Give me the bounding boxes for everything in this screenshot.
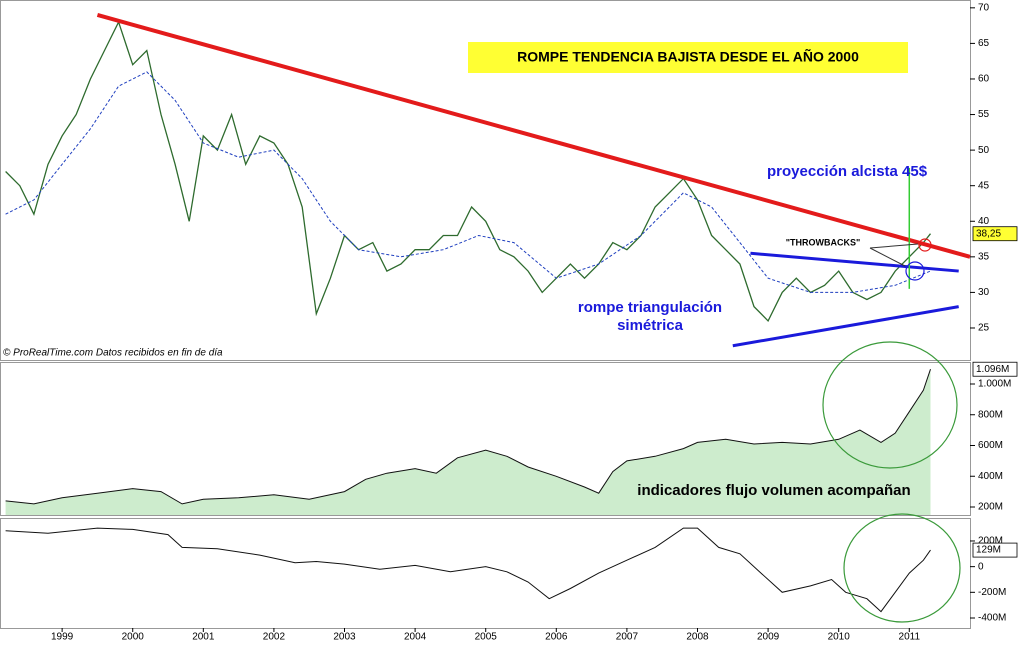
y-tick-label: 0	[978, 561, 984, 572]
y-tick-label: 30	[978, 287, 990, 298]
last-value-box	[972, 361, 1018, 377]
y-tick-label: -200M	[978, 587, 1006, 598]
annotation: rompe triangulación	[578, 299, 722, 316]
source-note: © ProRealTime.com Datos recibidos en fin…	[3, 348, 223, 359]
last-value-label: 1.096M	[976, 364, 1009, 375]
x-tick-label: 2006	[545, 632, 568, 643]
last-value-box	[972, 226, 1018, 242]
y-tick-label: 1.000M	[978, 379, 1011, 390]
y-tick-label: 400M	[978, 471, 1003, 482]
price-line	[5, 20, 932, 323]
last-value-box	[972, 542, 1018, 558]
flow-area	[5, 369, 931, 515]
x-tick-label: 2007	[616, 632, 639, 643]
x-tick-label: 2004	[404, 632, 427, 643]
y-tick-label: 55	[978, 109, 990, 120]
annotation: proyección alcista 45$	[767, 163, 928, 180]
highlight-circle	[843, 513, 961, 623]
annotation: simétrica	[617, 317, 684, 334]
annotation-arrow	[869, 247, 906, 267]
last-value-label: 38,25	[976, 228, 1001, 239]
x-tick-label: 2005	[475, 632, 498, 643]
panel-frame	[0, 0, 971, 361]
throwback-circle	[905, 261, 925, 281]
x-tick-label: 2000	[122, 632, 145, 643]
last-value-label: 129M	[976, 545, 1001, 556]
plot-layer: 25 30 35 40 45 50 55 60 65 70 proyección alcista 4…	[5, 2, 1018, 643]
y-tick-label: 25	[978, 323, 990, 334]
y-tick-label: 200M	[978, 536, 1003, 547]
x-tick-label: 2001	[192, 632, 215, 643]
x-tick-label: 2009	[757, 632, 780, 643]
annotation: indicadores flujo volumen acompañan	[637, 482, 910, 499]
y-tick-label: 45	[978, 180, 990, 191]
chart-title: ROMPE TENDENCIA BAJISTA DESDE EL AÑO 200…	[517, 48, 859, 65]
x-tick-label: 1999	[51, 632, 74, 643]
y-tick-label: 800M	[978, 409, 1003, 420]
y-tick-label: 40	[978, 216, 990, 227]
y-tick-label: 200M	[978, 502, 1003, 513]
y-tick-label: 65	[978, 38, 990, 49]
y-tick-label: 70	[978, 2, 990, 13]
y-tick-label: -400M	[978, 613, 1006, 624]
y-tick-label: 60	[978, 74, 990, 85]
highlight-circle	[822, 341, 958, 469]
moving-average	[5, 71, 931, 293]
throwback-circle	[918, 238, 932, 252]
x-tick-label: 2011	[899, 632, 921, 643]
y-tick-label: 35	[978, 251, 990, 262]
x-tick-label: 2002	[263, 632, 286, 643]
title-box	[468, 42, 908, 73]
trendline	[732, 305, 959, 348]
indicator-line	[5, 527, 931, 613]
x-tick-label: 2010	[828, 632, 851, 643]
annotation: "THROWBACKS"	[786, 237, 861, 247]
panel-frame	[0, 362, 971, 516]
annotation-arrow	[869, 243, 919, 249]
y-tick-label: 50	[978, 145, 990, 156]
x-tick-label: 2008	[686, 632, 709, 643]
x-tick-label: 2003	[333, 632, 356, 643]
flow-line	[5, 369, 931, 505]
trendline	[96, 13, 971, 259]
y-tick-label: 600M	[978, 440, 1003, 451]
